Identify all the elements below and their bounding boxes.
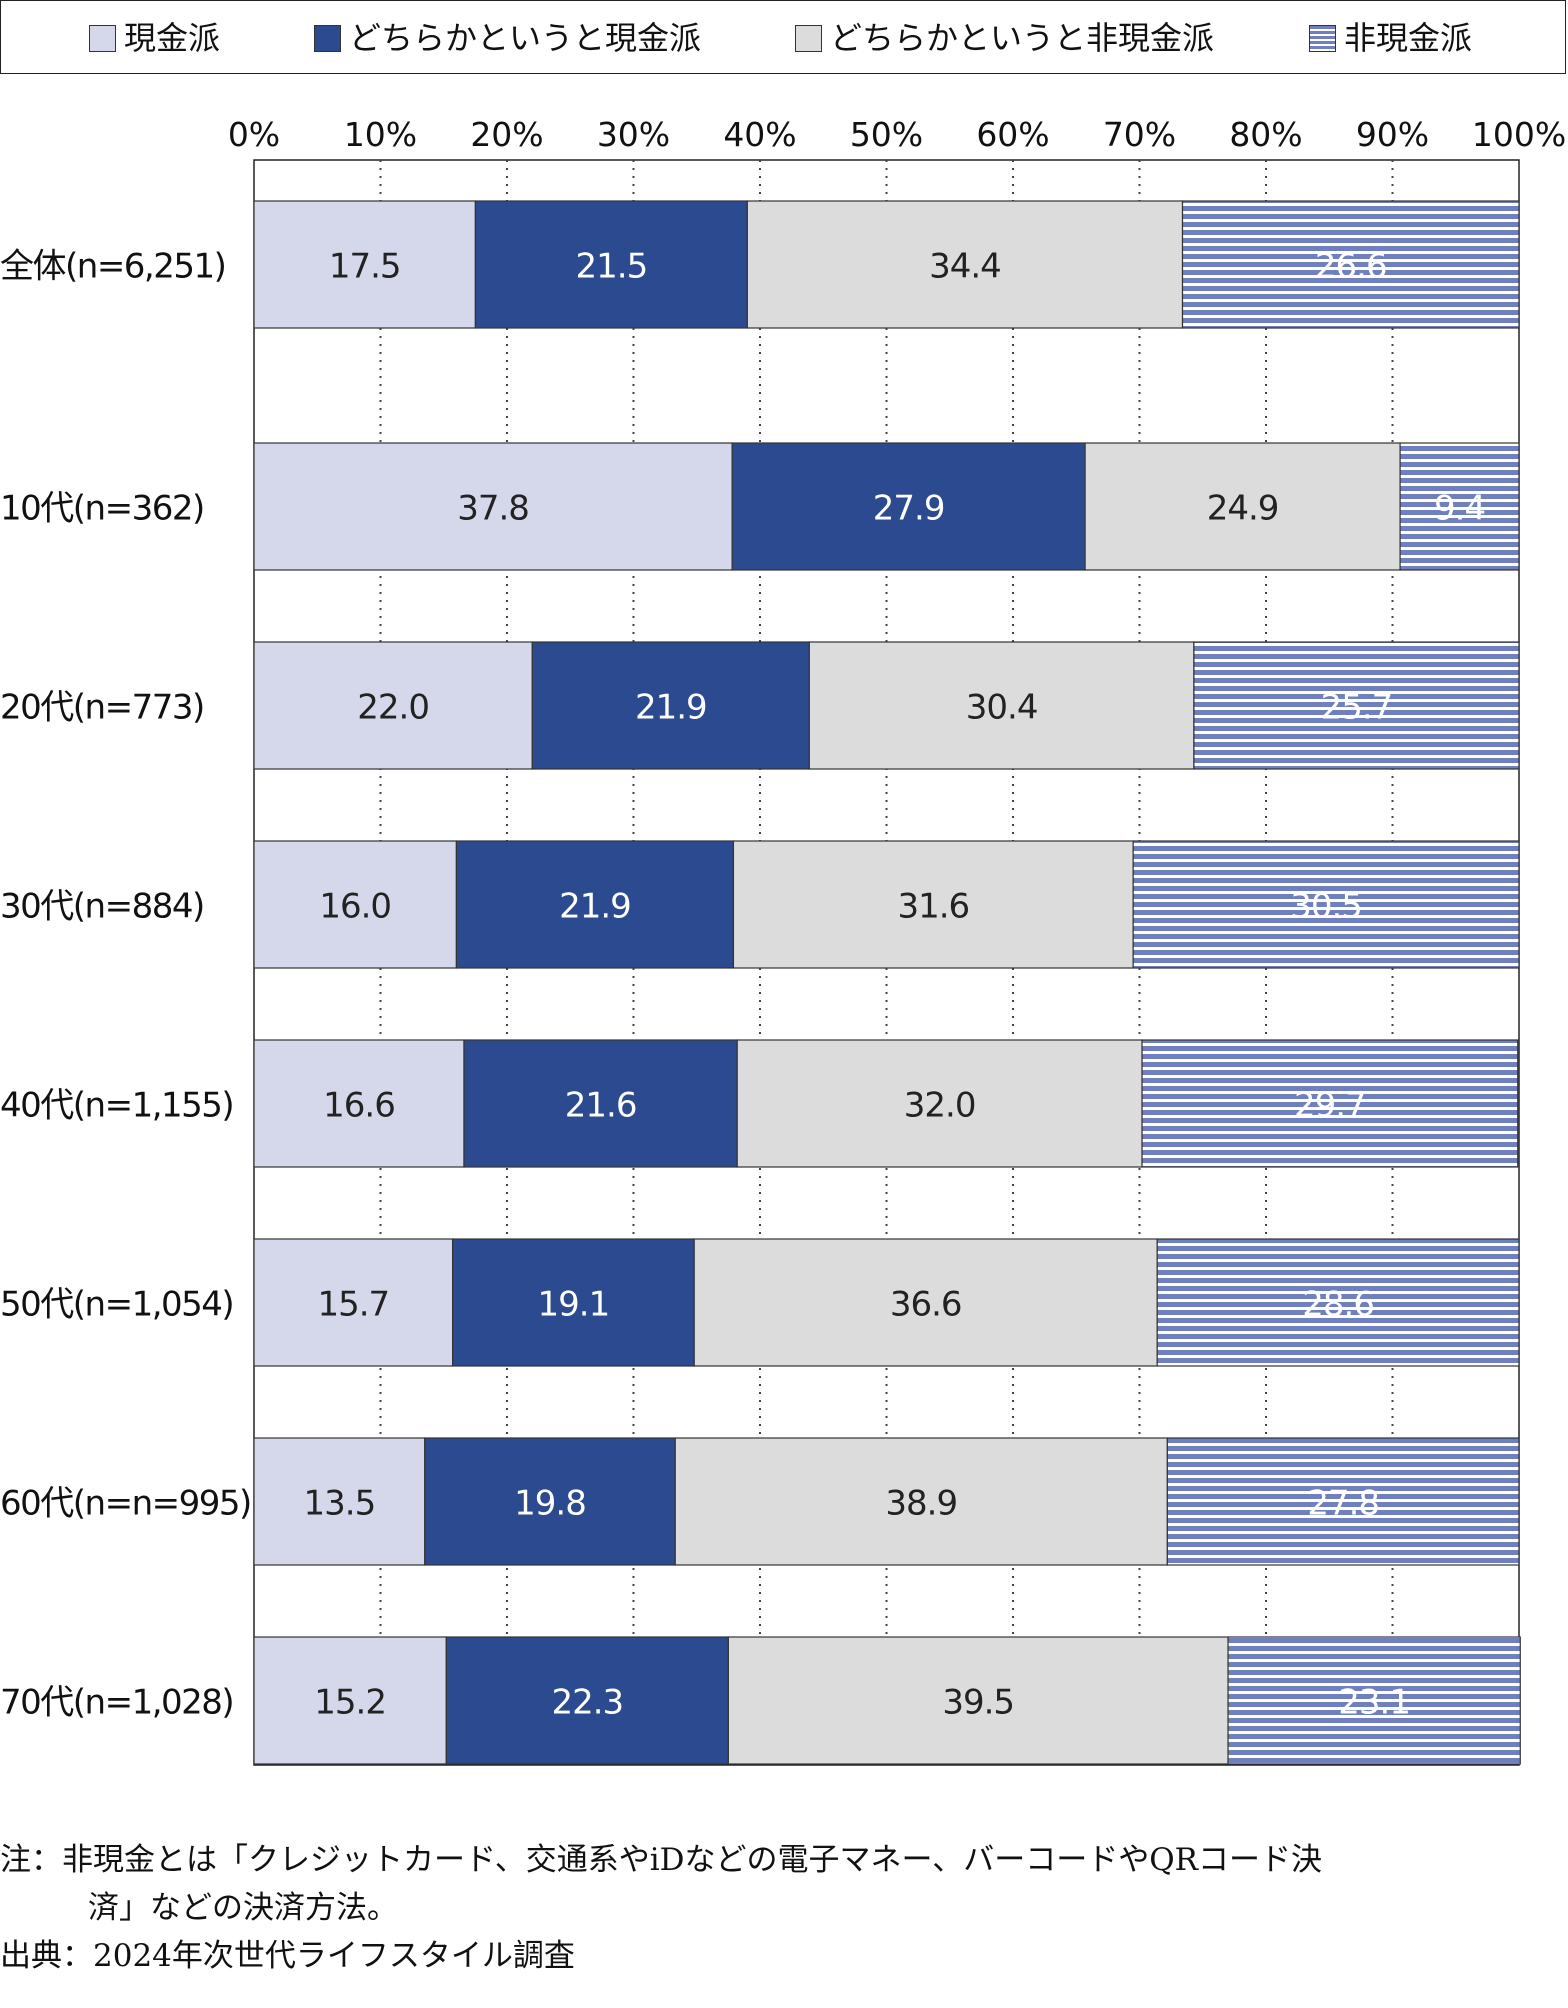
bar-segment — [474, 200, 748, 329]
data-label: 34.4 — [929, 247, 1001, 287]
data-label: 22.0 — [357, 688, 429, 728]
data-label: 13.5 — [304, 1484, 376, 1524]
bar-segment — [1166, 1437, 1520, 1566]
legend-item-cashless: 非現金派 — [1309, 20, 1472, 56]
bar-segment — [808, 641, 1195, 770]
data-label: 31.6 — [897, 887, 969, 927]
data-label: 30.5 — [1290, 887, 1362, 927]
data-label: 21.9 — [635, 688, 707, 728]
data-label: 37.8 — [457, 489, 529, 529]
bar-segment — [253, 200, 476, 329]
bar-segment — [1227, 1636, 1521, 1765]
data-label: 27.9 — [873, 489, 945, 529]
legend-label-somewhat-cash: どちらかというと現金派 — [349, 19, 702, 57]
legend-swatch-somewhat-cashless — [795, 24, 822, 52]
x-tick-label: 30% — [597, 115, 670, 154]
bar-segment — [253, 1039, 465, 1168]
bar-segment — [253, 641, 533, 770]
data-label: 39.5 — [942, 1683, 1014, 1723]
bar-segment — [463, 1039, 738, 1168]
note-definition-line-2: 済」などの決済方法。 — [88, 1890, 398, 1926]
data-label: 19.1 — [538, 1285, 610, 1325]
legend-swatch-cashless — [1309, 24, 1336, 52]
data-label: 26.6 — [1315, 247, 1387, 287]
data-label: 24.9 — [1207, 489, 1279, 529]
category-label: 30代(n=884) — [0, 887, 204, 927]
chart-legend: 現金派 どちらかというと現金派 どちらかというと非現金派 非現金派 — [0, 0, 1566, 74]
bar-segment — [452, 1238, 695, 1367]
bar-segment — [253, 442, 733, 571]
bar-segment — [1193, 641, 1520, 770]
data-label: 25.7 — [1321, 688, 1393, 728]
bar-segment — [1141, 1039, 1519, 1168]
note-definition-line-1: 注：非現金とは「クレジットカード、交通系やiDなどの電子マネー、バーコードやQR… — [0, 1842, 1322, 1878]
x-tick-label: 60% — [976, 115, 1049, 154]
legend-item-cash: 現金派 — [89, 20, 220, 56]
data-label: 19.8 — [514, 1484, 586, 1524]
data-label: 16.6 — [323, 1086, 395, 1126]
bar-segment — [253, 1238, 454, 1367]
x-tick-label: 40% — [723, 115, 796, 154]
data-label: 22.3 — [551, 1683, 623, 1723]
x-tick-label: 10% — [344, 115, 417, 154]
data-label: 16.0 — [319, 887, 391, 927]
x-tick-label: 0% — [228, 115, 280, 154]
data-label: 23.1 — [1338, 1683, 1410, 1723]
category-label: 10代(n=362) — [0, 489, 204, 529]
bar-segment — [253, 1437, 426, 1566]
data-label: 17.5 — [329, 247, 401, 287]
bar-segment — [531, 641, 810, 770]
category-label: 全体(n=6,251) — [0, 247, 225, 287]
data-label: 32.0 — [904, 1086, 976, 1126]
x-tick-label: 50% — [850, 115, 923, 154]
bar-segment — [445, 1636, 729, 1765]
bar-segment — [253, 840, 457, 969]
bar-segment — [253, 1636, 447, 1765]
category-label: 20代(n=773) — [0, 688, 204, 728]
data-label: 21.9 — [559, 887, 631, 927]
legend-swatch-cash — [89, 24, 116, 52]
stacked-bar-chart: 0% 10% 20% 30% 40% 50% 60% 70% 80% 90% 100% 全体(n=6… — [0, 115, 1566, 1766]
legend-label-cash: 現金派 — [124, 19, 221, 57]
x-tick-label: 80% — [1229, 115, 1302, 154]
legend-item-somewhat-cashless: どちらかというと非現金派 — [795, 20, 1214, 56]
bar-segment — [1084, 442, 1401, 571]
x-tick-label: 20% — [470, 115, 543, 154]
source-note: 出典：2024年次世代ライフスタイル調査 — [0, 1938, 575, 1974]
data-label: 28.6 — [1302, 1285, 1374, 1325]
legend-label-cashless: 非現金派 — [1344, 19, 1473, 57]
legend-swatch-somewhat-cash — [314, 24, 341, 52]
data-label: 21.5 — [576, 247, 648, 287]
bar-segment — [727, 1636, 1229, 1765]
data-label: 30.4 — [966, 688, 1038, 728]
bar-segment — [693, 1238, 1158, 1367]
data-label: 36.6 — [890, 1285, 962, 1325]
bar-segment — [746, 200, 1184, 329]
data-label: 38.9 — [885, 1484, 957, 1524]
x-tick-label: 90% — [1356, 115, 1429, 154]
legend-label-somewhat-cashless: どちらかというと非現金派 — [830, 19, 1215, 57]
legend-item-somewhat-cash: どちらかというと現金派 — [314, 20, 701, 56]
category-label: 60代(n=n=995) — [0, 1484, 251, 1524]
bar-segment — [732, 840, 1134, 969]
x-tick-label: 100% — [1472, 115, 1566, 154]
category-label: 50代(n=1,054) — [0, 1285, 233, 1325]
data-label: 9.4 — [1434, 489, 1485, 529]
bar-segment — [424, 1437, 676, 1566]
bar-segment — [1156, 1238, 1520, 1367]
data-label: 29.7 — [1294, 1086, 1366, 1126]
bar-segment — [1132, 840, 1520, 969]
category-label: 70代(n=1,028) — [0, 1683, 233, 1723]
bar-segment — [1399, 442, 1520, 571]
bar-segment — [1181, 200, 1520, 329]
data-label: 15.7 — [317, 1285, 389, 1325]
x-tick-label: 70% — [1103, 115, 1176, 154]
data-label: 27.8 — [1307, 1484, 1379, 1524]
bar-segment — [674, 1437, 1168, 1566]
data-label: 15.2 — [314, 1683, 386, 1723]
bar-segment — [736, 1039, 1143, 1168]
footnotes: 注：非現金とは「クレジットカード、交通系やiDなどの電子マネー、バーコードやQR… — [0, 1836, 1568, 1980]
data-label: 21.6 — [565, 1086, 637, 1126]
category-label: 40代(n=1,155) — [0, 1086, 233, 1126]
